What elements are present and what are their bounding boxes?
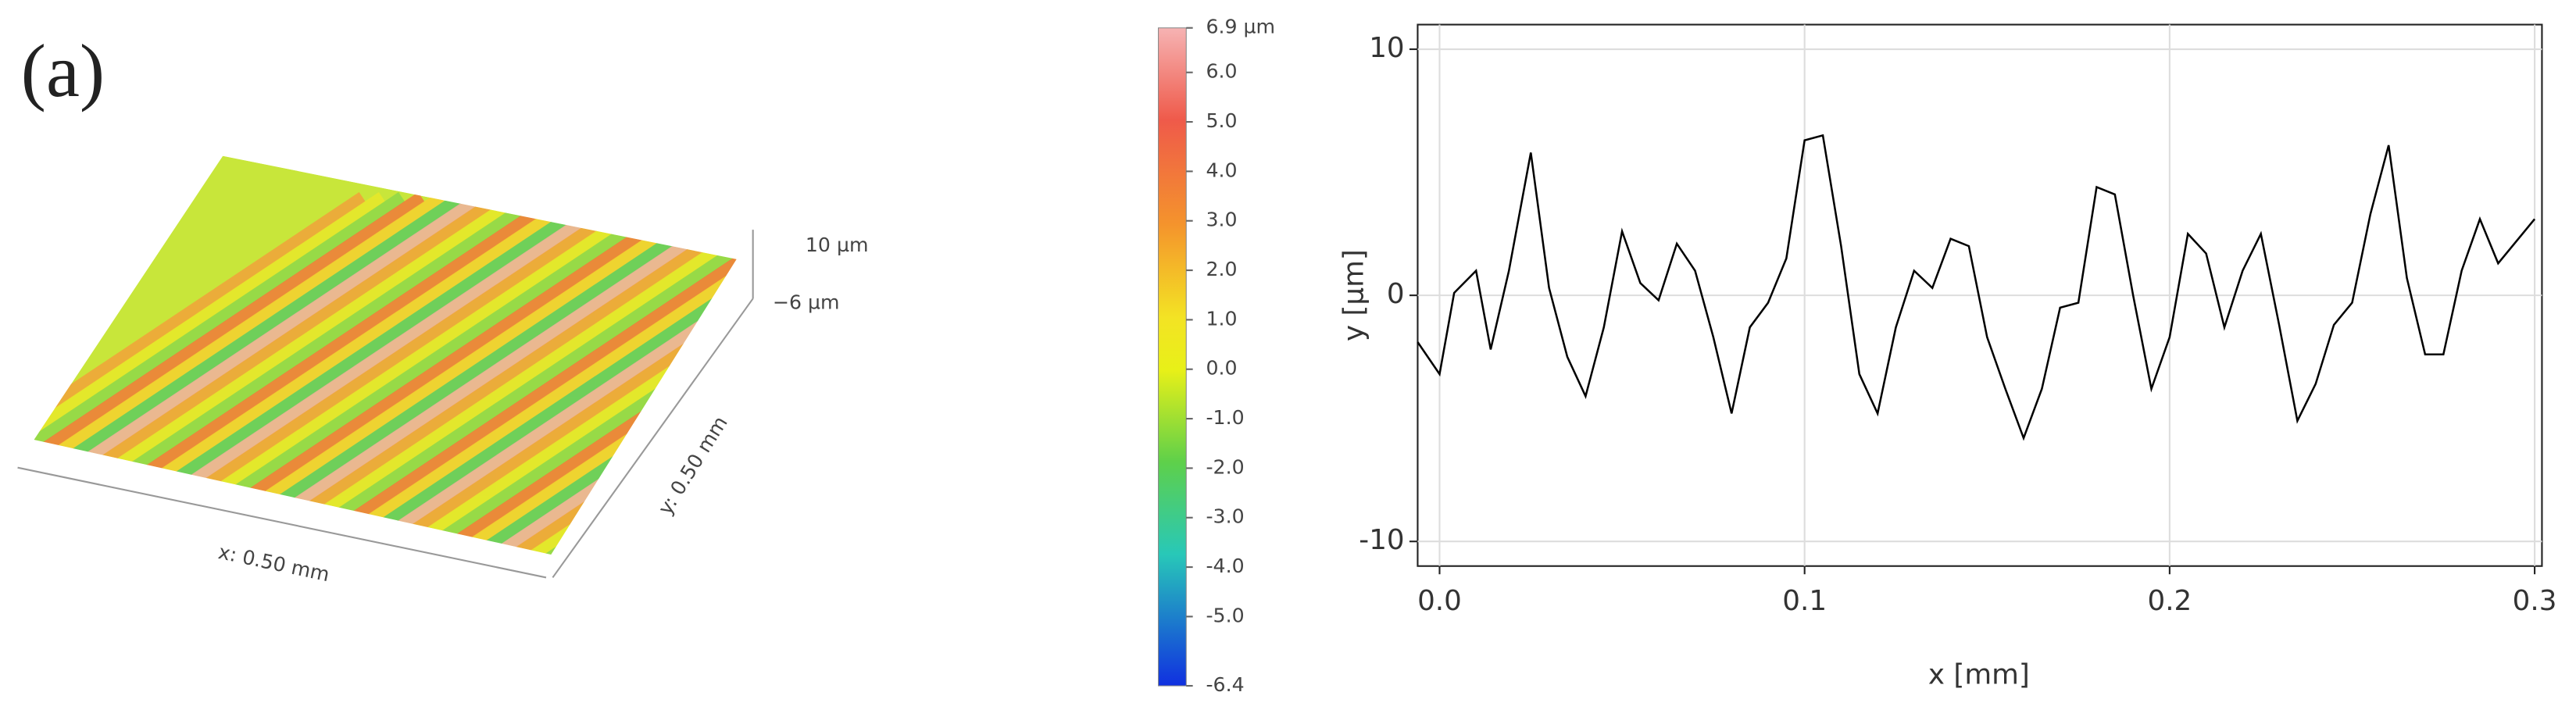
surface-ridge <box>221 191 737 555</box>
surface-z-top: 10 µm <box>806 234 869 256</box>
colorbar-label: -4.0 <box>1206 555 1244 577</box>
colorbar-label: -2.0 <box>1206 455 1244 478</box>
surface-ridge <box>260 191 737 555</box>
surface-ridge <box>63 191 737 555</box>
surface-ridge <box>181 191 737 555</box>
surface-ridge <box>102 191 737 555</box>
surface-ridge <box>34 191 641 555</box>
surface-ridge <box>795 197 1485 656</box>
colorbar-label: -3.0 <box>1206 505 1244 528</box>
colorbar-label: -5.0 <box>1206 604 1244 626</box>
surface-y-label: y: 0.50 mm <box>654 412 732 519</box>
colorbar-label: 6.0 <box>1206 60 1237 83</box>
colorbar-label: 3.0 <box>1206 209 1237 231</box>
surface-z-bottom: −6 µm <box>773 291 840 314</box>
surface-ridge <box>34 191 622 555</box>
y-tick-label: 0 <box>1387 278 1405 310</box>
surface-3d <box>34 155 1485 656</box>
surface-ridge <box>44 191 737 555</box>
x-tick-label: 0.0 <box>1417 585 1462 617</box>
colorbar-label: 4.0 <box>1206 159 1237 181</box>
x-tick-label: 0.3 <box>2513 585 2557 617</box>
surface-ridge <box>34 191 602 555</box>
surface-ridge <box>673 191 737 555</box>
colorbar-label: 2.0 <box>1206 258 1237 280</box>
x-tick-label: 0.1 <box>1782 585 1827 617</box>
x-axis-label: x [mm] <box>1928 658 2030 690</box>
surface-x-label: x: 0.50 mm <box>216 540 331 586</box>
surface-ridge <box>34 191 366 555</box>
surface-ridge <box>34 191 583 555</box>
surface-ridge <box>280 191 737 555</box>
surface-ridge <box>241 191 737 555</box>
surface-ridge <box>34 191 445 555</box>
surface-ridge <box>34 191 661 555</box>
surface-ridge <box>83 191 737 555</box>
colorbar-label: -1.0 <box>1206 406 1244 429</box>
colorbar-label: 1.0 <box>1206 307 1237 330</box>
surface-ridge <box>201 191 737 555</box>
x-tick-label: 0.2 <box>2147 585 2192 617</box>
surface-ridge <box>34 191 406 555</box>
surface-ridge <box>34 191 543 555</box>
surface-ridge <box>713 191 737 555</box>
surface-ridge <box>142 191 737 555</box>
y-tick-label: -10 <box>1359 524 1404 556</box>
surface-ridge <box>162 191 737 555</box>
y-tick-label: 10 <box>1369 32 1404 64</box>
surface-ridge <box>34 191 523 555</box>
surface-ridge <box>34 191 504 555</box>
profile-line <box>1417 134 2536 441</box>
surface-ridge <box>34 191 681 555</box>
surface-ridge <box>34 191 563 555</box>
surface-ridge <box>34 191 720 555</box>
colorbar <box>1158 27 1187 687</box>
surface-ridge <box>34 191 701 555</box>
colorbar-label: 5.0 <box>1206 109 1237 132</box>
surface-y-axis <box>552 298 754 579</box>
surface-ridge <box>34 191 464 555</box>
colorbar-label: 6.9 µm <box>1206 16 1275 38</box>
surface-x-axis <box>17 466 547 579</box>
surface-ridge <box>123 191 737 555</box>
panel-label: (a) <box>21 29 105 112</box>
surface-ridge <box>733 191 737 555</box>
colorbar-label: -6.4 <box>1206 673 1244 696</box>
colorbar-label: 0.0 <box>1206 357 1237 380</box>
surface-ridge <box>34 191 484 555</box>
surface-ridge <box>34 191 425 555</box>
surface-ridge <box>694 191 737 555</box>
y-axis-label: y [µm] <box>1338 249 1370 341</box>
